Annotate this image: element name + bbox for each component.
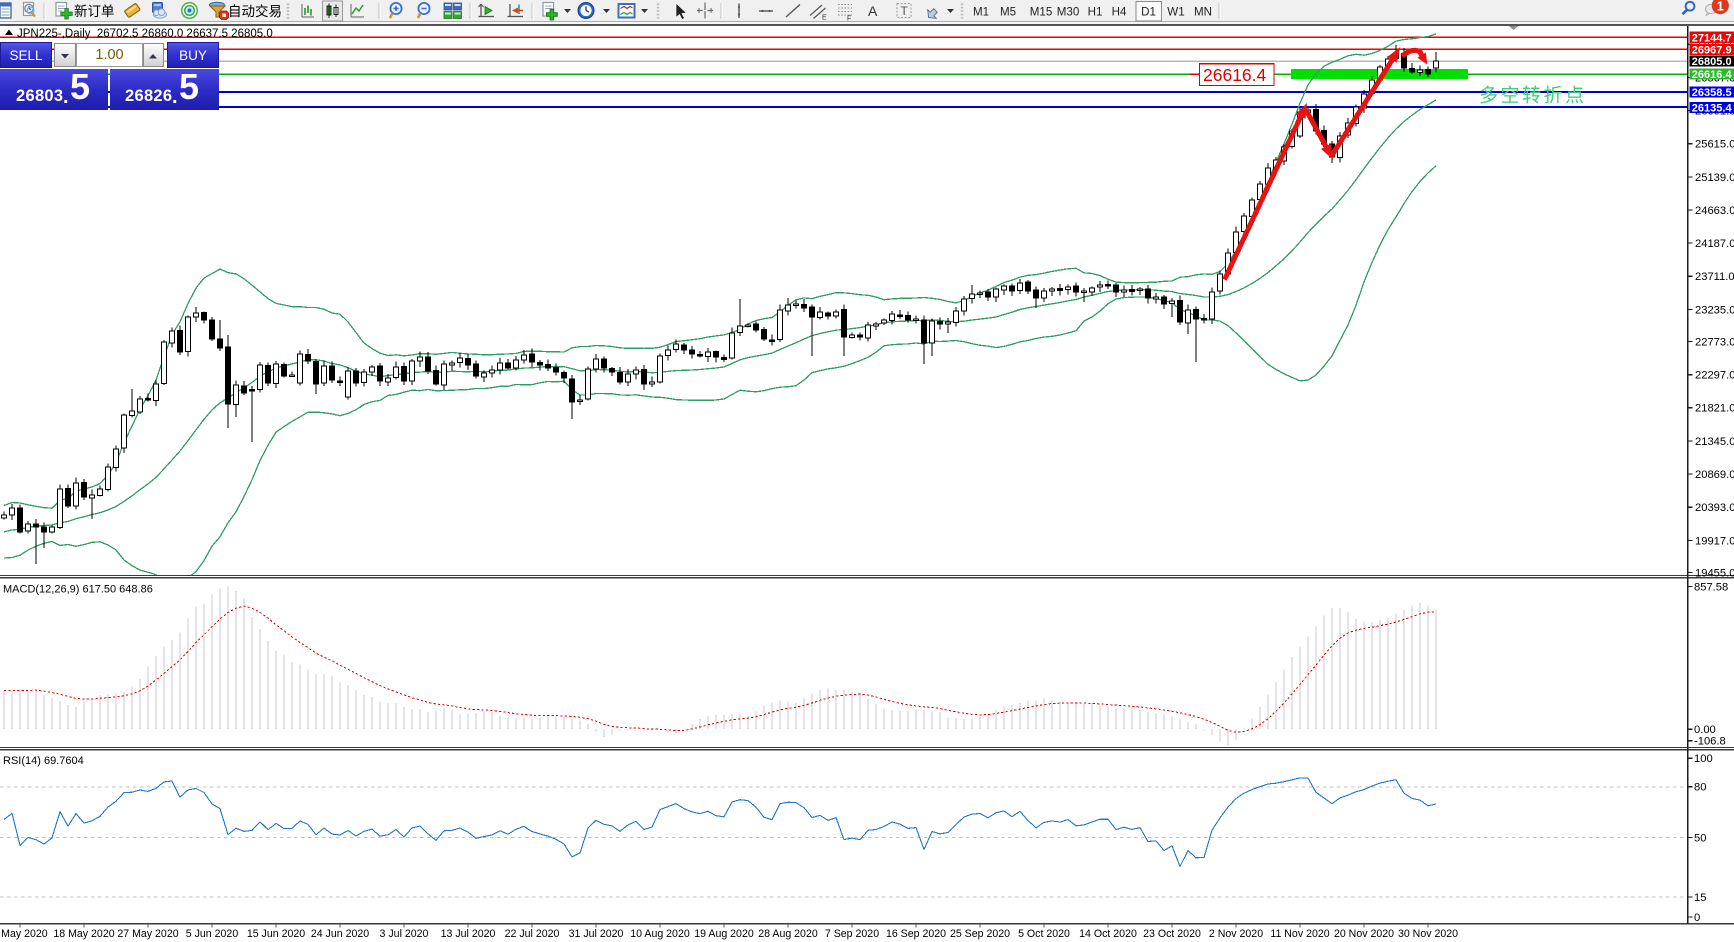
svg-text:2 Nov 2020: 2 Nov 2020 xyxy=(1209,928,1263,940)
svg-text:23711.0: 23711.0 xyxy=(1695,271,1734,283)
svg-text:MN: MN xyxy=(1194,6,1212,19)
svg-text:16 Sep 2020: 16 Sep 2020 xyxy=(886,928,946,940)
svg-text:多空转折点: 多空转折点 xyxy=(1479,85,1587,107)
svg-text:10 Aug 2020: 10 Aug 2020 xyxy=(630,928,690,940)
svg-text:1: 1 xyxy=(1717,0,1724,13)
svg-text:11 Nov 2020: 11 Nov 2020 xyxy=(1270,928,1329,940)
svg-text:23235.0: 23235.0 xyxy=(1695,304,1734,316)
svg-text:M15: M15 xyxy=(1030,6,1053,19)
svg-text:26967.9: 26967.9 xyxy=(1692,45,1732,57)
svg-text:18 May 2020: 18 May 2020 xyxy=(53,928,114,940)
svg-text:3 Jul 2020: 3 Jul 2020 xyxy=(380,928,429,940)
svg-text:27144.7: 27144.7 xyxy=(1692,32,1732,44)
svg-text:H4: H4 xyxy=(1112,6,1127,19)
svg-text:28 Aug 2020: 28 Aug 2020 xyxy=(758,928,818,940)
svg-text:24663.0: 24663.0 xyxy=(1695,205,1734,217)
svg-text:0.00: 0.00 xyxy=(1694,724,1716,736)
svg-text:RSI(14) 69.7604: RSI(14) 69.7604 xyxy=(3,755,84,767)
svg-text:15 Jun 2020: 15 Jun 2020 xyxy=(247,928,305,940)
svg-text:31 Jul 2020: 31 Jul 2020 xyxy=(569,928,624,940)
svg-text:自动交易: 自动交易 xyxy=(228,3,282,19)
svg-text:W1: W1 xyxy=(1167,6,1184,19)
svg-text:14 Oct 2020: 14 Oct 2020 xyxy=(1079,928,1137,940)
svg-text:26358.5: 26358.5 xyxy=(1692,87,1732,99)
svg-text:857.58: 857.58 xyxy=(1694,581,1728,593)
svg-text:A: A xyxy=(868,3,878,19)
svg-text:21345.0: 21345.0 xyxy=(1695,436,1734,448)
svg-text:13 Jul 2020: 13 Jul 2020 xyxy=(441,928,496,940)
svg-text:25615.0: 25615.0 xyxy=(1695,139,1734,151)
svg-text:80: 80 xyxy=(1694,782,1706,794)
svg-text:F: F xyxy=(847,16,851,23)
svg-text:100: 100 xyxy=(1694,753,1713,765)
svg-text:M5: M5 xyxy=(1000,6,1016,19)
svg-text:M30: M30 xyxy=(1057,6,1080,19)
svg-text:8 May 2020: 8 May 2020 xyxy=(0,928,48,940)
svg-text:50: 50 xyxy=(1694,833,1706,845)
svg-text:22 Jul 2020: 22 Jul 2020 xyxy=(505,928,560,940)
svg-text:5 Jun 2020: 5 Jun 2020 xyxy=(186,928,239,940)
svg-text:M1: M1 xyxy=(973,6,989,19)
svg-text:0: 0 xyxy=(1694,912,1700,924)
svg-text:7 Sep 2020: 7 Sep 2020 xyxy=(825,928,879,940)
svg-text:25 Sep 2020: 25 Sep 2020 xyxy=(950,928,1010,940)
svg-text:24 Jun 2020: 24 Jun 2020 xyxy=(311,928,369,940)
svg-text:20 Nov 2020: 20 Nov 2020 xyxy=(1334,928,1394,940)
svg-text:19 Aug 2020: 19 Aug 2020 xyxy=(694,928,754,940)
svg-text:T: T xyxy=(901,4,909,18)
svg-text:19917.0: 19917.0 xyxy=(1695,535,1734,547)
svg-text:-106.8: -106.8 xyxy=(1694,736,1726,748)
svg-text:25139.0: 25139.0 xyxy=(1695,172,1734,184)
svg-text:D1: D1 xyxy=(1141,6,1156,19)
svg-text:20869.0: 20869.0 xyxy=(1695,469,1734,481)
svg-text:MACD(12,26,9) 617.50 648.86: MACD(12,26,9) 617.50 648.86 xyxy=(3,584,153,596)
svg-text:JPN225-,Daily 26702.5 26860.0: JPN225-,Daily 26702.5 26860.0 26637.5 26… xyxy=(17,28,273,40)
svg-text:E: E xyxy=(822,15,827,22)
svg-text:H1: H1 xyxy=(1088,6,1103,19)
svg-text:新订单: 新订单 xyxy=(74,4,115,19)
svg-text:30 Nov 2020: 30 Nov 2020 xyxy=(1398,928,1458,940)
svg-text:26805.0: 26805.0 xyxy=(1692,56,1732,68)
svg-text:5 Oct 2020: 5 Oct 2020 xyxy=(1018,928,1070,940)
svg-text:26616.4: 26616.4 xyxy=(1692,69,1733,81)
svg-text:15: 15 xyxy=(1694,892,1706,904)
svg-text:26616.4: 26616.4 xyxy=(1203,65,1267,85)
svg-text:22773.0: 22773.0 xyxy=(1695,337,1734,349)
svg-text:22297.0: 22297.0 xyxy=(1695,370,1734,382)
svg-text:19455.0: 19455.0 xyxy=(1695,567,1734,579)
svg-text:21821.0: 21821.0 xyxy=(1695,403,1734,415)
svg-text:23 Oct 2020: 23 Oct 2020 xyxy=(1143,928,1201,940)
svg-text:24187.0: 24187.0 xyxy=(1695,238,1734,250)
svg-text:26135.4: 26135.4 xyxy=(1692,103,1733,115)
svg-text:20393.0: 20393.0 xyxy=(1695,502,1734,514)
svg-text:27 May 2020: 27 May 2020 xyxy=(117,928,178,940)
